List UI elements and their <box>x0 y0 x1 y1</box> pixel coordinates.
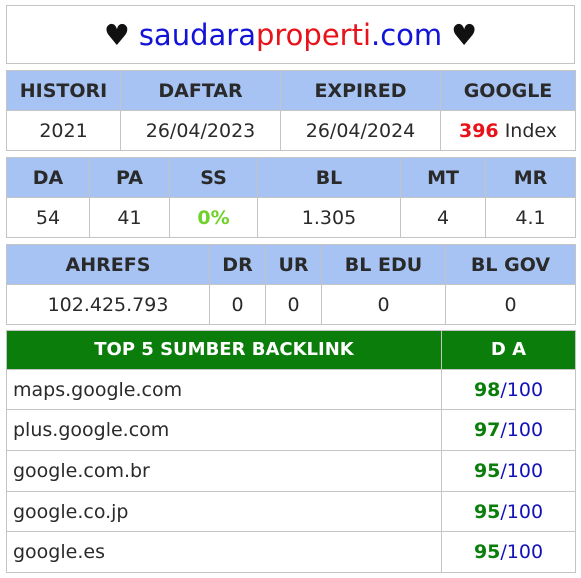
backlink-da: 98/100 <box>441 368 576 411</box>
header-ahrefs: AHREFS <box>6 244 210 285</box>
backlink-site: google.es <box>6 531 442 573</box>
value-google: 396 Index <box>440 110 576 151</box>
header-daftar: DAFTAR <box>120 70 281 111</box>
backlink-da-separator: / <box>500 459 507 482</box>
header-top-backlink: TOP 5 SUMBER BACKLINK <box>6 330 442 370</box>
site-name-part-1: saudara <box>138 17 256 52</box>
value-pa: 41 <box>89 197 170 238</box>
backlink-site: plus.google.com <box>6 409 442 452</box>
history-table: HISTORI DAFTAR EXPIRED GOOGLE 2021 26/04… <box>6 70 576 151</box>
header-bl-gov: BL GOV <box>445 244 576 285</box>
table-row: google.com.br 95/100 <box>6 450 576 492</box>
value-histori: 2021 <box>6 110 121 151</box>
header-ur: UR <box>265 244 322 285</box>
backlink-site: maps.google.com <box>6 368 442 411</box>
backlink-site: google.co.jp <box>6 490 442 533</box>
google-index-count: 396 <box>458 119 499 142</box>
backlink-da-max: 100 <box>506 419 544 442</box>
heart-icon-left: ♥ <box>103 17 130 52</box>
backlink-da-value: 95 <box>473 541 501 564</box>
value-daftar: 26/04/2023 <box>120 110 281 151</box>
backlink-da-value: 97 <box>473 419 501 442</box>
backlink-da: 95/100 <box>441 531 576 573</box>
header-histori: HISTORI <box>6 70 121 111</box>
backlink-da-max: 100 <box>506 541 544 564</box>
header-bl-edu: BL EDU <box>321 244 446 285</box>
ahrefs-table: AHREFS DR UR BL EDU BL GOV 102.425.793 0… <box>6 244 576 325</box>
backlink-da-value: 95 <box>473 500 501 523</box>
value-ss: 0% <box>169 197 258 238</box>
table-row: google.co.jp 95/100 <box>6 490 576 533</box>
backlink-da-separator: / <box>500 378 507 401</box>
header-dr: DR <box>209 244 266 285</box>
header-expired: EXPIRED <box>280 70 441 111</box>
backlink-da-separator: / <box>500 500 507 523</box>
value-bl-gov: 0 <box>445 284 576 325</box>
header-mr: MR <box>485 157 576 198</box>
backlink-da-value: 98 <box>473 378 501 401</box>
heart-icon-right: ♥ <box>451 17 478 52</box>
site-name-part-3: .com <box>371 17 443 52</box>
site-title-box: ♥ saudaraproperti.com ♥ <box>6 5 575 64</box>
backlink-da-max: 100 <box>506 500 544 523</box>
header-pa: PA <box>89 157 170 198</box>
metrics-table: DA PA SS BL MT MR 54 41 0% 1.305 4 4.1 <box>6 157 576 238</box>
backlink-da-separator: / <box>500 419 507 442</box>
backlink-table: TOP 5 SUMBER BACKLINK D A maps.google.co… <box>6 330 576 573</box>
header-mt: MT <box>400 157 486 198</box>
header-google: GOOGLE <box>440 70 576 111</box>
table-row: plus.google.com 97/100 <box>6 409 576 452</box>
value-expired: 26/04/2024 <box>280 110 441 151</box>
value-bl-edu: 0 <box>321 284 446 325</box>
site-name: saudaraproperti.com <box>139 18 442 52</box>
value-ahrefs: 102.425.793 <box>6 284 210 325</box>
google-index-suffix: Index <box>504 119 558 142</box>
value-da: 54 <box>6 197 90 238</box>
value-mt: 4 <box>400 197 486 238</box>
header-bl: BL <box>257 157 401 198</box>
backlink-site: google.com.br <box>6 450 442 492</box>
header-da: DA <box>6 157 90 198</box>
backlink-da: 95/100 <box>441 490 576 533</box>
site-name-part-2: properti <box>255 17 372 52</box>
value-ur: 0 <box>265 284 322 325</box>
backlink-da: 95/100 <box>441 450 576 492</box>
backlink-da-max: 100 <box>506 378 544 401</box>
backlink-da-value: 95 <box>473 459 501 482</box>
backlink-da-separator: / <box>500 541 507 564</box>
backlink-da-max: 100 <box>506 459 544 482</box>
table-row: maps.google.com 98/100 <box>6 368 576 411</box>
header-backlink-da: D A <box>441 330 576 370</box>
value-mr: 4.1 <box>485 197 576 238</box>
header-ss: SS <box>169 157 258 198</box>
value-bl: 1.305 <box>257 197 401 238</box>
table-row: google.es 95/100 <box>6 531 576 573</box>
value-dr: 0 <box>209 284 266 325</box>
backlink-da: 97/100 <box>441 409 576 452</box>
